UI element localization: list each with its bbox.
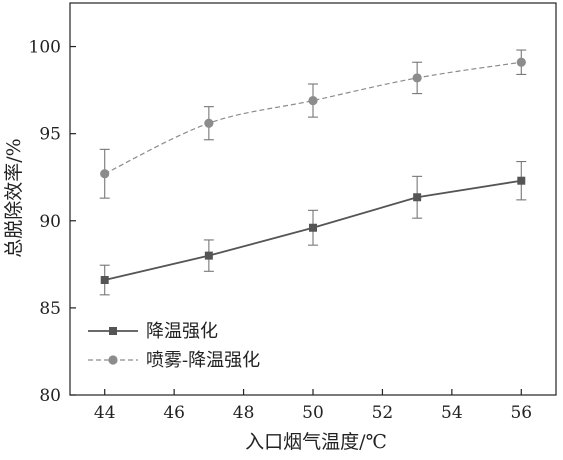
data-point <box>204 118 214 128</box>
series-2 <box>99 49 527 199</box>
plot-frame <box>69 2 557 396</box>
data-point <box>516 57 526 67</box>
x-tick-label: 52 <box>372 403 394 423</box>
data-point <box>100 169 110 179</box>
data-point <box>517 176 526 185</box>
series-1 <box>99 160 527 296</box>
x-axis-title: 入口烟气温度/℃ <box>245 431 387 453</box>
y-tick-label: 95 <box>39 125 61 145</box>
y-tick-label: 85 <box>39 299 61 319</box>
x-tick-label: 44 <box>94 403 116 423</box>
x-tick-label: 50 <box>302 403 324 423</box>
legend-item: 降温强化 <box>88 321 218 342</box>
y-tick-label: 100 <box>29 38 61 58</box>
series-line <box>104 61 522 175</box>
legend-item: 喷雾-降温强化 <box>88 350 260 371</box>
data-point <box>308 95 318 106</box>
x-tick-label: 56 <box>510 403 532 423</box>
y-tick-label: 80 <box>39 386 61 406</box>
data-point <box>204 251 213 260</box>
x-tick-label: 54 <box>441 403 463 423</box>
y-tick-label: 90 <box>39 212 61 232</box>
legend-label: 降温强化 <box>146 321 218 342</box>
legend-marker <box>108 355 118 365</box>
data-point <box>413 193 422 202</box>
data-point <box>412 73 422 83</box>
data-point <box>309 223 317 232</box>
x-tick-label: 48 <box>233 403 255 423</box>
x-tick-label: 46 <box>163 403 185 423</box>
legend-label: 喷雾-降温强化 <box>146 350 260 371</box>
legend-marker <box>109 327 117 335</box>
data-point <box>100 276 109 285</box>
y-axis-title: 总脱除效率/% <box>3 138 25 257</box>
